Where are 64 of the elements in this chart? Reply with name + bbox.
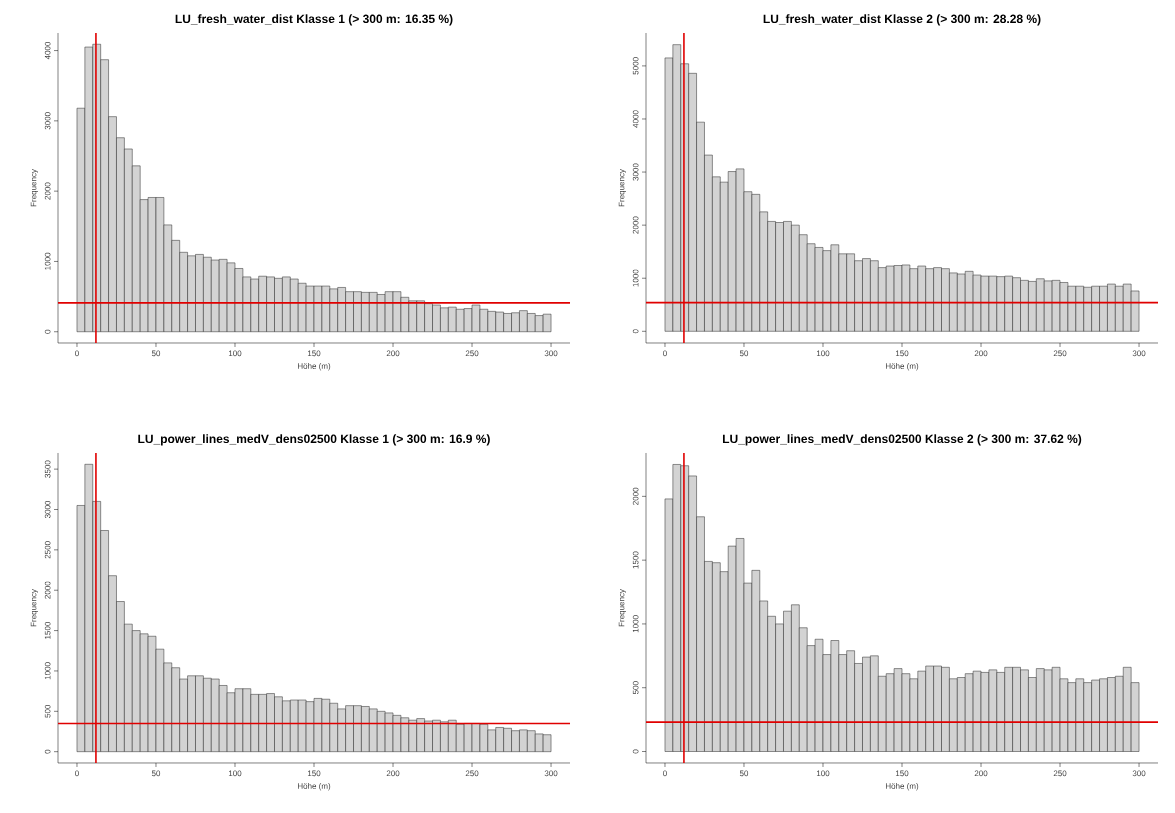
x-tick-label: 200 bbox=[386, 350, 400, 357]
y-tick-label: 0 bbox=[44, 749, 51, 754]
y-tick-label: 500 bbox=[44, 704, 51, 718]
x-tick-label: 200 bbox=[974, 770, 988, 777]
y-tick-label: 3000 bbox=[632, 163, 639, 181]
x-tick-label: 100 bbox=[816, 350, 830, 357]
x-axis-title: Höhe (m) bbox=[886, 783, 919, 791]
x-tick-label: 0 bbox=[75, 350, 79, 357]
x-tick-label: 50 bbox=[151, 770, 161, 777]
y-axis-title: Frequency bbox=[618, 169, 626, 207]
x-tick-label: 150 bbox=[895, 350, 909, 357]
chart-title: LU_fresh_water_dist Klasse 2 (> 300 m: 28.28 %) bbox=[763, 14, 1041, 26]
y-axis-title: Frequency bbox=[30, 589, 38, 627]
x-tick-label: 200 bbox=[974, 350, 988, 357]
y-tick-label: 5000 bbox=[632, 57, 639, 75]
x-tick-label: 0 bbox=[75, 770, 79, 777]
x-tick-label: 150 bbox=[895, 770, 909, 777]
chart-title: LU_power_lines_medV_dens02500 Klasse 1 (> 300 m: 16.9 %) bbox=[138, 434, 490, 446]
x-tick-label: 100 bbox=[228, 350, 242, 357]
x-tick-label: 0 bbox=[663, 350, 667, 357]
x-tick-label: 200 bbox=[386, 770, 400, 777]
x-tick-label: 100 bbox=[816, 770, 830, 777]
y-tick-label: 2000 bbox=[44, 182, 51, 200]
x-tick-label: 250 bbox=[465, 350, 479, 357]
x-tick-label: 0 bbox=[663, 770, 667, 777]
y-tick-label: 1500 bbox=[632, 551, 639, 569]
y-tick-label: 2000 bbox=[632, 487, 639, 505]
y-tick-label: 500 bbox=[632, 681, 639, 695]
y-tick-label: 1000 bbox=[632, 615, 639, 633]
y-tick-label: 2500 bbox=[44, 541, 51, 559]
x-tick-label: 300 bbox=[544, 770, 558, 777]
y-tick-label: 1000 bbox=[44, 662, 51, 680]
y-tick-label: 2000 bbox=[632, 216, 639, 234]
x-tick-label: 250 bbox=[1053, 350, 1067, 357]
chart-title: LU_power_lines_medV_dens02500 Klasse 2 (> 300 m: 37.62 %) bbox=[722, 434, 1082, 446]
x-tick-label: 250 bbox=[1053, 770, 1067, 777]
x-tick-label: 150 bbox=[307, 350, 321, 357]
x-tick-label: 150 bbox=[307, 770, 321, 777]
y-tick-label: 1500 bbox=[44, 622, 51, 639]
y-tick-label: 3500 bbox=[44, 460, 51, 478]
chart-title: LU_fresh_water_dist Klasse 1 (> 300 m: 16.35 %) bbox=[175, 14, 453, 26]
x-axis-title: Höhe (m) bbox=[298, 783, 331, 791]
x-tick-label: 50 bbox=[151, 350, 161, 357]
y-tick-label: 2000 bbox=[44, 581, 51, 599]
y-axis-title: Frequency bbox=[618, 589, 626, 627]
y-tick-label: 0 bbox=[632, 329, 639, 334]
y-tick-label: 3000 bbox=[44, 112, 51, 130]
y-tick-label: 1000 bbox=[632, 269, 639, 287]
x-tick-label: 300 bbox=[544, 350, 558, 357]
x-tick-label: 250 bbox=[465, 770, 479, 777]
x-tick-label: 50 bbox=[739, 350, 749, 357]
x-axis-title: Höhe (m) bbox=[298, 363, 331, 371]
y-tick-label: 1000 bbox=[44, 252, 51, 270]
x-axis-title: Höhe (m) bbox=[886, 363, 919, 371]
y-axis-title: Frequency bbox=[30, 169, 38, 207]
x-tick-label: 300 bbox=[1132, 770, 1146, 777]
x-tick-label: 300 bbox=[1132, 350, 1146, 357]
y-tick-label: 3000 bbox=[44, 500, 51, 519]
y-tick-label: 4000 bbox=[632, 110, 639, 128]
y-tick-label: 0 bbox=[632, 749, 639, 754]
y-tick-label: 0 bbox=[44, 329, 51, 334]
x-tick-label: 50 bbox=[739, 770, 749, 777]
y-tick-label: 4000 bbox=[44, 41, 51, 60]
x-tick-label: 100 bbox=[228, 770, 242, 777]
